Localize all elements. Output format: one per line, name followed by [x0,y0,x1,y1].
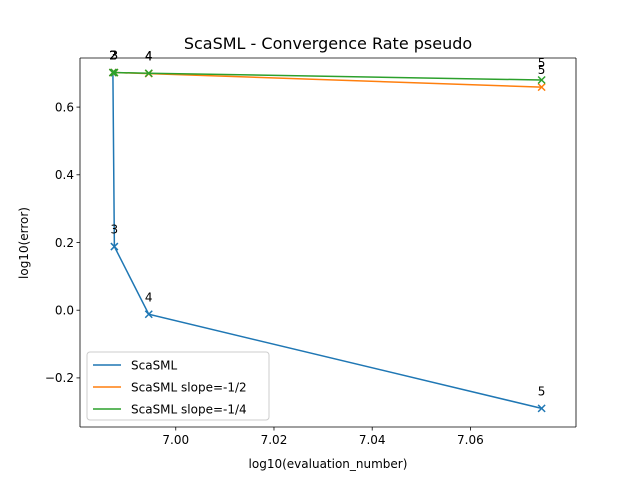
x-axis-ticks: 7.00 7.02 7.04 7.06 [162,427,484,447]
series-3-point-5 [537,75,546,85]
y-tick-label: 0.2 [55,236,74,250]
series-line-1 [112,72,542,410]
point-label: 2 [109,49,117,63]
x-tick-label: 7.02 [261,433,288,447]
series-3-point-4 [144,69,153,78]
legend-label-2: ScaSML slope=-1/2 [131,381,247,395]
x-tick-label: 7.00 [162,433,189,447]
y-tick-label: −0.2 [45,371,74,385]
legend-label-3: ScaSML slope=-1/4 [131,403,247,417]
point-label: 5 [538,63,546,77]
x-axis-label: log10(evaluation_number) [249,457,408,471]
series-2-point-5 [537,83,546,92]
series-3-point-2 [108,68,117,77]
x-tick-label: 7.06 [457,433,484,447]
series-1-point-5 [537,404,546,413]
series-1-point-3 [110,242,119,251]
legend: ScaSML ScaSML slope=-1/2 ScaSML slope=-1/4 [86,351,270,421]
chart-title: ScaSML - Convergence Rate pseudo [184,34,472,53]
y-axis-label: log10(error) [17,207,31,279]
series-3-point-3 [110,68,119,77]
point-label: 4 [145,290,153,304]
point-label: 3 [111,49,119,63]
legend-box [86,351,270,421]
point-label: 4 [145,49,153,63]
y-axis-ticks: −0.2 0.0 0.2 0.4 0.6 [45,100,80,385]
point-label: 3 [111,49,119,63]
x-tick-label: 7.04 [359,433,386,447]
point-label: 2 [109,49,117,63]
point-label: 3 [111,223,119,237]
point-label: 4 [145,50,153,64]
y-tick-label: 0.0 [55,304,74,318]
y-tick-label: 0.6 [55,100,74,114]
point-label: 2 [109,49,117,63]
y-tick-label: 0.4 [55,168,74,182]
point-label: 5 [538,384,546,398]
series-1-point-4 [144,310,153,319]
point-label: 5 [538,56,546,70]
legend-label-1: ScaSML [131,359,178,373]
series-layer [108,68,546,413]
